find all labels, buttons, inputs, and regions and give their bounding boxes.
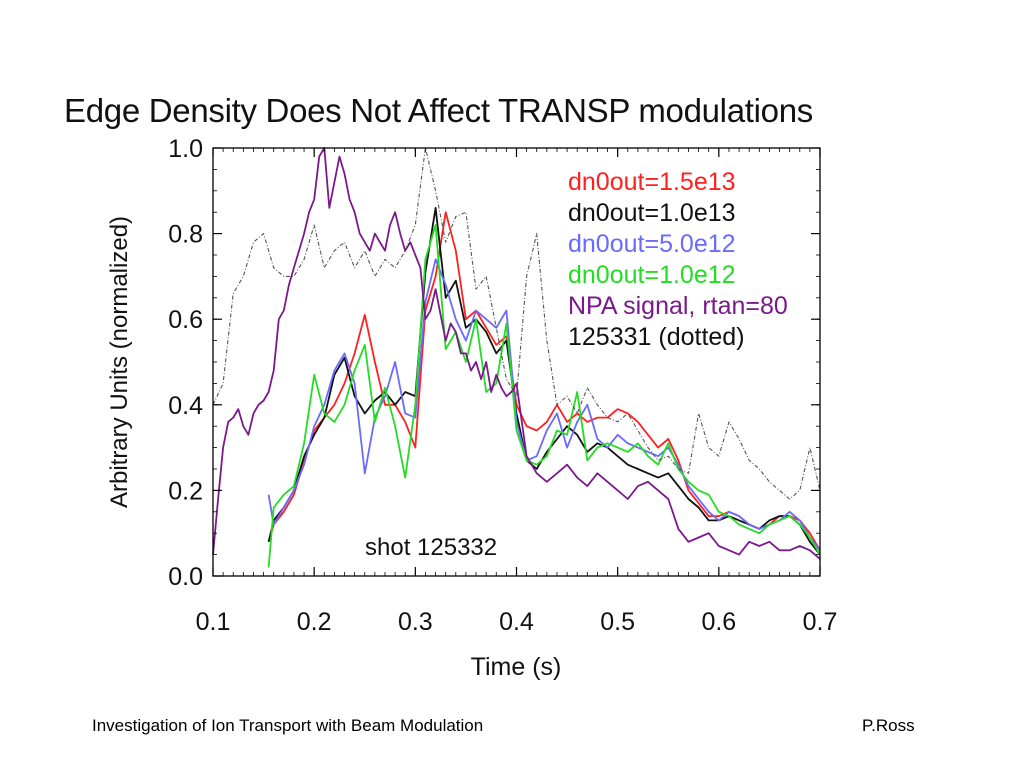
legend-entry-3: dn0out=5.0e12 xyxy=(568,230,736,258)
y-tick-label: 0.6 xyxy=(168,306,203,334)
series-layer xyxy=(212,147,821,568)
y-tick-label: 0.2 xyxy=(168,477,203,505)
x-tick-label: 0.6 xyxy=(701,608,736,636)
legend-entry-2: dn0out=1.0e13 xyxy=(568,199,736,227)
footer-caption: Investigation of Ion Transport with Beam… xyxy=(92,716,484,735)
x-axis-label: Time (s) xyxy=(471,653,562,681)
legend-entry-1: dn0out=1.5e13 xyxy=(568,168,736,196)
x-tick-label: 0.7 xyxy=(803,608,838,636)
series-line-3 xyxy=(267,258,821,551)
shot-annotation: shot 125332 xyxy=(365,534,497,561)
series-line-5 xyxy=(212,147,821,560)
x-tick-label: 0.3 xyxy=(398,608,433,636)
legend-entry-4: dn0out=1.0e12 xyxy=(568,261,736,289)
legend-entry-6: 125331 (dotted) xyxy=(568,323,745,351)
series-line-4 xyxy=(267,224,821,568)
series-line-6 xyxy=(212,147,821,500)
legend-entry-5: NPA signal, rtan=80 xyxy=(568,292,788,320)
x-tick-label: 0.4 xyxy=(499,608,534,636)
x-tick-label: 0.5 xyxy=(600,608,635,636)
y-axis-label: Arbitrary Units (normalized) xyxy=(106,216,133,508)
x-tick-label: 0.2 xyxy=(297,608,332,636)
y-tick-label: 0.4 xyxy=(168,392,203,420)
y-tick-label: 1.0 xyxy=(168,135,203,163)
chart-title: Edge Density Does Not Affect TRANSP modu… xyxy=(64,92,813,129)
legend: dn0out=1.5e13 dn0out=1.0e13 dn0out=5.0e12 d… xyxy=(568,168,788,351)
y-tick-label: 0.8 xyxy=(168,221,203,249)
footer-author: P.Ross xyxy=(862,716,915,735)
axis-layer: 0.1 0.2 0.3 0.4 0.5 0.6 0.7 0.0 0.2 0.4 0.6 0.8 1.0 xyxy=(168,135,837,636)
x-tick-label: 0.1 xyxy=(196,608,231,636)
y-tick-label: 0.0 xyxy=(168,563,203,591)
